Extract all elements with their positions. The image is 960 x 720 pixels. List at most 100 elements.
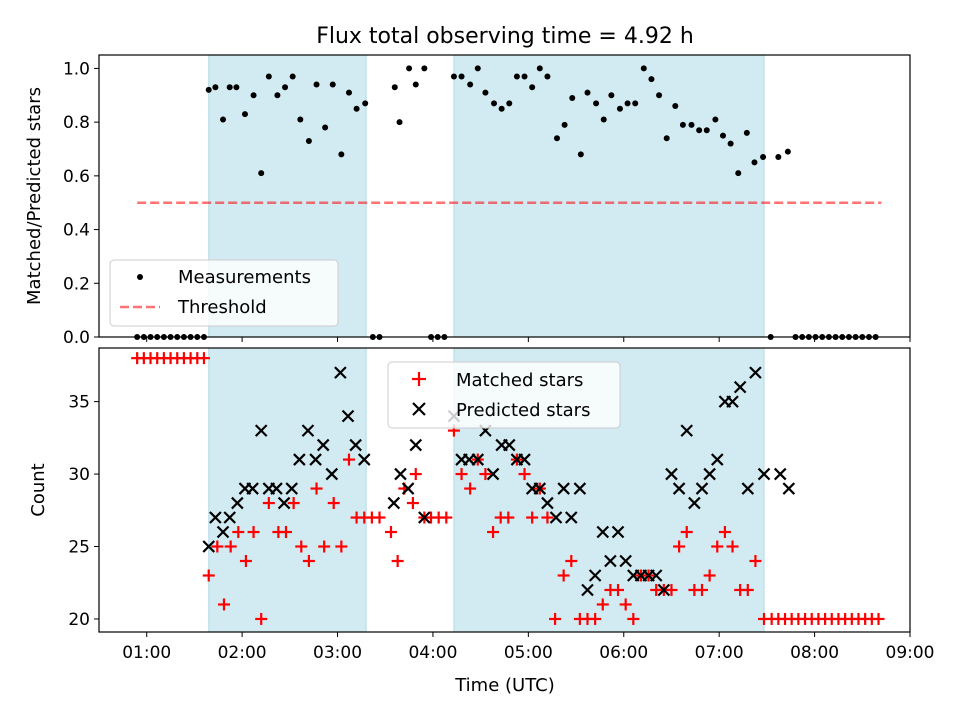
matched-star-point <box>262 497 275 510</box>
predicted-star-point <box>557 482 570 495</box>
top-legend-box <box>109 259 339 327</box>
chart-title: Flux total observing time = 4.92 h <box>316 24 694 49</box>
measurement-point <box>751 159 758 166</box>
predicted-star-point <box>573 482 587 495</box>
measurement-point <box>784 148 791 155</box>
matched-star-point <box>440 511 453 524</box>
measurement-point <box>663 135 670 142</box>
matched-star-point <box>557 569 570 582</box>
measurement-point <box>396 119 403 126</box>
measurement-point <box>338 151 345 158</box>
predicted-star-point <box>518 453 531 466</box>
measurement-point <box>226 84 233 91</box>
measurement-point <box>632 100 639 107</box>
matched-star-point <box>464 482 477 495</box>
measurement-point <box>521 73 528 80</box>
measurement-point <box>212 84 219 91</box>
predicted-star-point <box>486 467 500 481</box>
top-panel: 0.0 0.2 0.4 0.6 0.8 1.0 Matched/Predicted sta… <box>24 54 911 348</box>
matched-star-point <box>335 540 348 553</box>
measurement-point <box>648 76 655 83</box>
measurement-point <box>458 73 465 80</box>
measurement-point <box>584 89 591 96</box>
matched-star-point <box>526 511 539 524</box>
matched-star-point <box>247 526 260 539</box>
predicted-star-point <box>619 554 632 568</box>
measurement-point <box>544 73 551 80</box>
matched-star-point <box>703 569 716 582</box>
x-tick-label: 03:00 <box>313 643 362 663</box>
predicted-star-point <box>293 453 306 466</box>
predicted-star-point <box>209 511 222 524</box>
predicted-star-point <box>387 496 401 510</box>
predicted-star-point <box>341 409 355 423</box>
matched-star-point <box>295 540 308 553</box>
predicted-star-point <box>695 482 709 495</box>
legend-measurements-marker <box>137 274 143 280</box>
measurement-point <box>600 116 607 123</box>
measurement-point <box>450 73 457 80</box>
predicted-star-point <box>657 583 671 597</box>
bottom-shaded-intervals <box>208 347 765 633</box>
x-tick-label: 01:00 <box>122 643 171 663</box>
predicted-star-point <box>223 511 236 524</box>
matched-star-point <box>549 612 562 625</box>
measurement-point <box>561 121 568 128</box>
measurement-point <box>345 89 352 96</box>
predicted-star-point <box>277 496 291 510</box>
predicted-star-point <box>349 438 362 452</box>
measurement-point <box>362 100 369 107</box>
top-y-axis-label: Matched/Predicted stars <box>24 87 45 305</box>
matched-star-point <box>589 612 602 625</box>
predicted-star-point <box>588 569 602 582</box>
measurement-point <box>329 81 336 88</box>
measurement-point <box>703 127 710 134</box>
matched-star-point <box>391 555 404 567</box>
measurement-point <box>536 65 543 72</box>
y-tick-label: 35 <box>68 393 90 413</box>
measurement-point <box>616 105 623 112</box>
x-tick-label: 07:00 <box>695 643 744 663</box>
matched-star-point <box>224 540 237 553</box>
measurement-point <box>233 84 240 91</box>
x-tick-label: 05:00 <box>504 643 553 663</box>
predicted-star-point <box>672 482 686 495</box>
bottom-y-axis-label: Count <box>28 463 49 516</box>
predicted-star-point <box>334 366 347 379</box>
measurement-point <box>712 116 719 123</box>
predicted-star-point <box>688 496 701 510</box>
x-tick-label: 06:00 <box>599 643 648 663</box>
predicted-star-point <box>502 438 516 452</box>
top-legend: Measurements Threshold <box>109 259 339 327</box>
predicted-star-point <box>703 467 716 481</box>
x-tick-label: 09:00 <box>886 643 935 663</box>
matched-star-point <box>665 583 678 596</box>
y-tick-label: 20 <box>68 610 90 630</box>
predicted-star-point <box>710 453 724 466</box>
measurement-point <box>282 84 289 91</box>
matched-star-point <box>409 468 422 481</box>
matched-star-point <box>711 540 724 553</box>
predicted-star-point <box>549 511 563 524</box>
measurement-point <box>513 73 520 80</box>
matched-star-point <box>726 540 739 553</box>
measurement-point <box>265 73 272 80</box>
matched-star-point <box>384 526 397 539</box>
measurement-point <box>250 92 257 99</box>
measurement-point <box>406 65 413 72</box>
measurement-point <box>297 116 304 123</box>
matched-star-point <box>619 598 632 611</box>
matched-star-point <box>342 453 355 466</box>
measurement-point <box>577 151 584 158</box>
matched-star-point <box>565 555 578 567</box>
predicted-star-point <box>301 424 315 437</box>
x-tick-label: 02:00 <box>218 643 267 663</box>
measurement-point <box>569 94 576 101</box>
measurement-point <box>421 65 428 72</box>
matched-star-point <box>541 511 554 524</box>
predicted-star-point <box>285 482 299 495</box>
measurement-point <box>353 105 360 112</box>
shaded-interval <box>453 54 765 338</box>
matched-star-point <box>318 540 331 553</box>
legend-measurements-label: Measurements <box>178 267 311 288</box>
